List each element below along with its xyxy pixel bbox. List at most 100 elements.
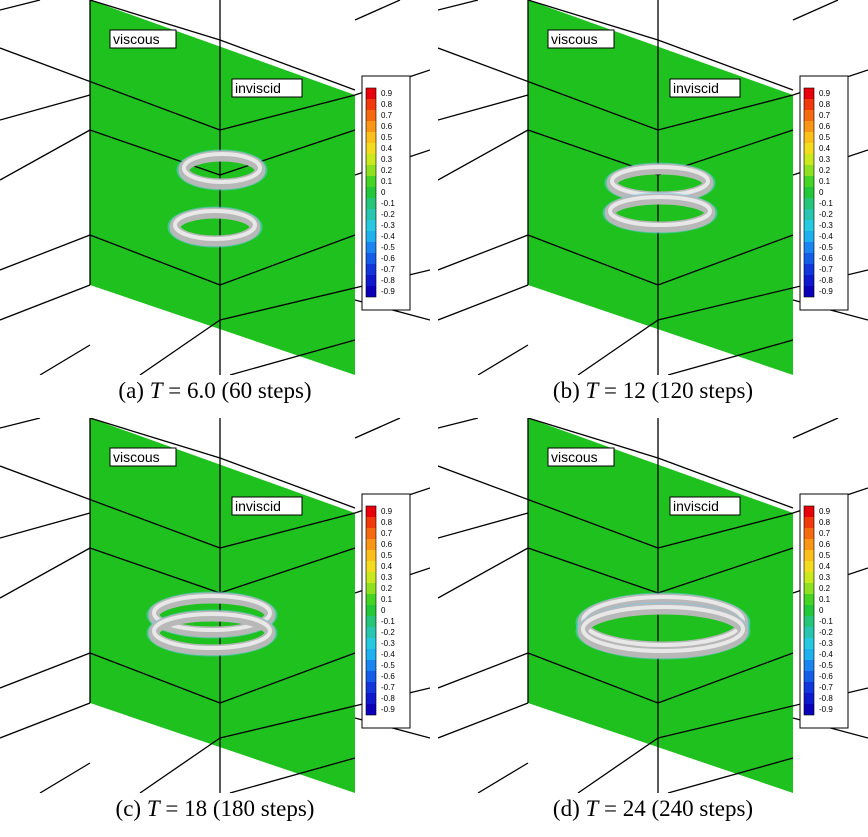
caption-time: = 12 — [604, 378, 646, 403]
colorbar-label: 0.9 — [381, 89, 393, 98]
caption-steps: (60 steps) — [221, 378, 311, 403]
caption-time: = 24 — [604, 796, 646, 821]
colorbar-swatch — [366, 220, 376, 231]
colorbar-label: 0 — [381, 606, 386, 615]
colorbar-swatch — [366, 154, 376, 165]
colorbar-swatch — [366, 517, 376, 528]
caption-label: (c) — [116, 796, 142, 821]
colorbar-label: 0.4 — [819, 144, 831, 153]
panel: viscousinviscid0.90.80.70.60.50.40.30.20… — [0, 418, 430, 828]
colorbar-swatch — [366, 132, 376, 143]
colorbar-swatch — [804, 550, 814, 561]
colorbar-swatch — [804, 704, 814, 715]
colorbar-swatch — [804, 132, 814, 143]
colorbar-label: -0.9 — [381, 705, 395, 714]
colorbar-label: -0.4 — [819, 650, 833, 659]
caption-label: (d) — [553, 796, 580, 821]
colorbar-label: 0.6 — [819, 540, 831, 549]
colorbar-swatch — [804, 99, 814, 110]
colorbar-swatch — [366, 583, 376, 594]
colorbar-swatch — [366, 198, 376, 209]
colorbar-swatch — [804, 286, 814, 297]
colorbar-swatch — [366, 572, 376, 583]
colorbar-swatch — [804, 583, 814, 594]
colorbar-swatch — [804, 121, 814, 132]
colorbar-label: -0.8 — [819, 276, 833, 285]
colorbar-label: 0.2 — [819, 584, 831, 593]
colorbar-label: 0.5 — [381, 551, 393, 560]
colorbar-label: -0.7 — [381, 683, 395, 692]
colorbar-swatch — [366, 110, 376, 121]
colorbar-swatch — [804, 616, 814, 627]
colorbar-label: -0.9 — [381, 287, 395, 296]
colorbar-swatch — [804, 561, 814, 572]
colorbar-label: -0.1 — [381, 617, 395, 626]
caption-time: = 18 — [165, 796, 207, 821]
colorbar-swatch — [804, 198, 814, 209]
colorbar-swatch — [366, 275, 376, 286]
colorbar-label: 0.3 — [819, 155, 831, 164]
colorbar-swatch — [366, 165, 376, 176]
colorbar-label: 0 — [819, 606, 824, 615]
colorbar-label: 0 — [381, 188, 386, 197]
colorbar-swatch — [804, 539, 814, 550]
colorbar-swatch — [804, 572, 814, 583]
colorbar-swatch — [366, 99, 376, 110]
colorbar-label: -0.3 — [819, 639, 833, 648]
label: inviscid — [673, 498, 719, 514]
caption: (c) T = 18 (180 steps) — [0, 796, 430, 822]
panel-image: viscousinviscid0.90.80.70.60.50.40.30.20… — [438, 418, 868, 793]
colorbar-swatch — [366, 231, 376, 242]
colorbar-swatch — [366, 121, 376, 132]
colorbar-swatch — [366, 561, 376, 572]
colorbar-label: 0.4 — [381, 144, 393, 153]
colorbar-swatch — [366, 671, 376, 682]
colorbar-label: -0.2 — [819, 210, 833, 219]
caption-steps: (120 steps) — [652, 378, 754, 403]
caption-variable: T — [150, 378, 163, 403]
colorbar-label: -0.4 — [381, 650, 395, 659]
colorbar-label: 0.8 — [381, 518, 393, 527]
colorbar-label: 0.3 — [381, 155, 393, 164]
colorbar-label: -0.1 — [381, 199, 395, 208]
label: inviscid — [235, 80, 281, 96]
colorbar-swatch — [366, 594, 376, 605]
colorbar-label: 0.6 — [819, 122, 831, 131]
colorbar-swatch — [366, 242, 376, 253]
colorbar-swatch — [366, 539, 376, 550]
colorbar-label: 0.7 — [381, 111, 393, 120]
colorbar-label: -0.8 — [381, 276, 395, 285]
colorbar-swatch — [804, 253, 814, 264]
colorbar-label: -0.5 — [819, 243, 833, 252]
label: viscous — [113, 449, 160, 465]
label: inviscid — [235, 498, 281, 514]
colorbar-label: 0.7 — [381, 529, 393, 538]
caption-variable: T — [585, 796, 598, 821]
colorbar-label: 0.2 — [381, 166, 393, 175]
colorbar-label: 0.3 — [381, 573, 393, 582]
colorbar-label: -0.3 — [819, 221, 833, 230]
colorbar-label: 0.4 — [381, 562, 393, 571]
colorbar-swatch — [366, 550, 376, 561]
colorbar-swatch — [804, 528, 814, 539]
colorbar-swatch — [366, 88, 376, 99]
panel-image: viscousinviscid0.90.80.70.60.50.40.30.20… — [438, 0, 868, 375]
colorbar-swatch — [366, 506, 376, 517]
colorbar-label: 0.8 — [381, 100, 393, 109]
colorbar-label: 0.3 — [819, 573, 831, 582]
colorbar-label: -0.6 — [381, 672, 395, 681]
colorbar-label: 0.5 — [819, 551, 831, 560]
colorbar-swatch — [366, 616, 376, 627]
colorbar-swatch — [366, 143, 376, 154]
colorbar-swatch — [804, 143, 814, 154]
colorbar-label: 0.8 — [819, 518, 831, 527]
colorbar-swatch — [804, 176, 814, 187]
colorbar-swatch — [366, 176, 376, 187]
colorbar-swatch — [804, 594, 814, 605]
panel: viscousinviscid0.90.80.70.60.50.40.30.20… — [438, 0, 868, 410]
colorbar-swatch — [804, 671, 814, 682]
colorbar-swatch — [366, 693, 376, 704]
colorbar-label: -0.1 — [819, 617, 833, 626]
caption-steps: (180 steps) — [213, 796, 315, 821]
colorbar-label: 0.9 — [819, 507, 831, 516]
